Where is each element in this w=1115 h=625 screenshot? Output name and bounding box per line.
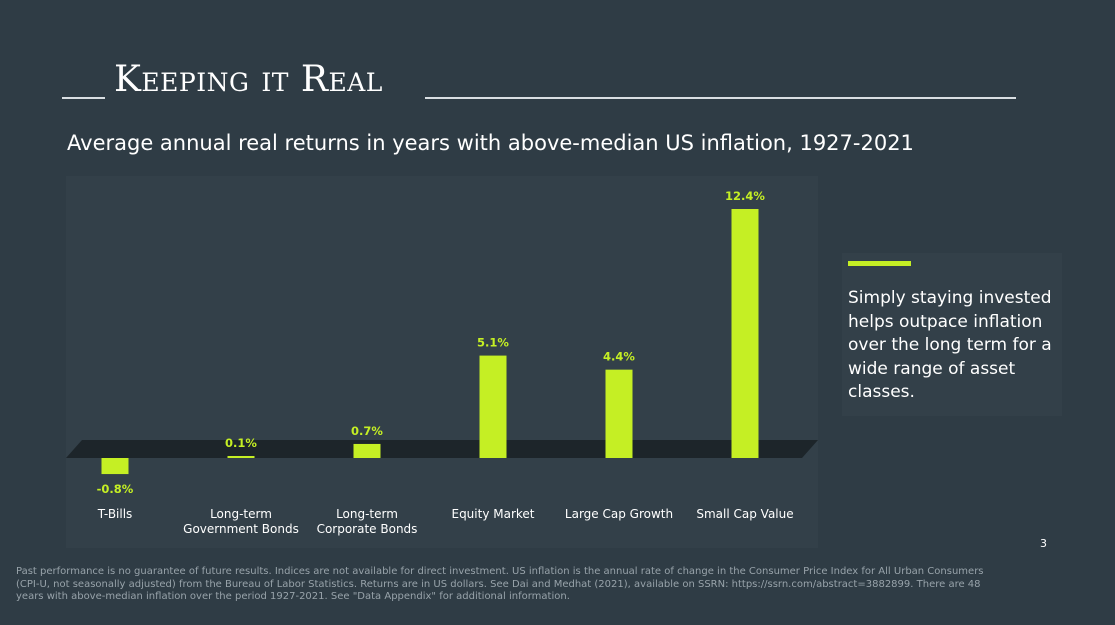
data-label-0: -0.8% xyxy=(97,482,134,496)
bar-3 xyxy=(479,355,507,458)
bar-0 xyxy=(101,458,129,475)
bar-5 xyxy=(731,209,759,458)
bar-4 xyxy=(605,369,633,458)
callout-box: Simply staying invested helps outpace in… xyxy=(842,253,1062,416)
data-label-3: 5.1% xyxy=(477,336,509,350)
category-label-0: T-Bills xyxy=(97,507,133,521)
data-label-2: 0.7% xyxy=(351,424,383,438)
callout-accent-bar xyxy=(848,261,911,266)
title-rule-right xyxy=(425,97,1016,99)
data-label-4: 4.4% xyxy=(603,350,635,364)
page-title: Keeping it Real xyxy=(114,59,383,100)
data-label-5: 12.4% xyxy=(725,189,765,203)
zero-baseline-band xyxy=(66,440,818,458)
chart-subtitle: Average annual real returns in years wit… xyxy=(67,131,914,155)
bar-2 xyxy=(353,443,381,458)
category-label-1: Long-term Government Bonds xyxy=(183,507,299,536)
page-number: 3 xyxy=(1040,537,1047,550)
title-row: Keeping it Real xyxy=(62,58,1016,102)
chart-panel: -0.8% T-Bills 0.1% Long-term Government Bond… xyxy=(66,176,818,548)
bar-1 xyxy=(227,455,255,458)
bar-chart: -0.8% T-Bills 0.1% Long-term Government Bond… xyxy=(66,189,818,536)
footnote: Past performance is no guarantee of futu… xyxy=(16,566,984,602)
category-label-3: Equity Market xyxy=(451,507,534,521)
title-rule-left xyxy=(62,97,105,99)
data-label-1: 0.1% xyxy=(225,436,257,450)
callout-text: Simply staying invested helps outpace in… xyxy=(848,288,1052,402)
category-label-5: Small Cap Value xyxy=(696,507,793,521)
category-label-2: Long-term Corporate Bonds xyxy=(317,507,418,536)
category-label-4: Large Cap Growth xyxy=(565,507,673,521)
